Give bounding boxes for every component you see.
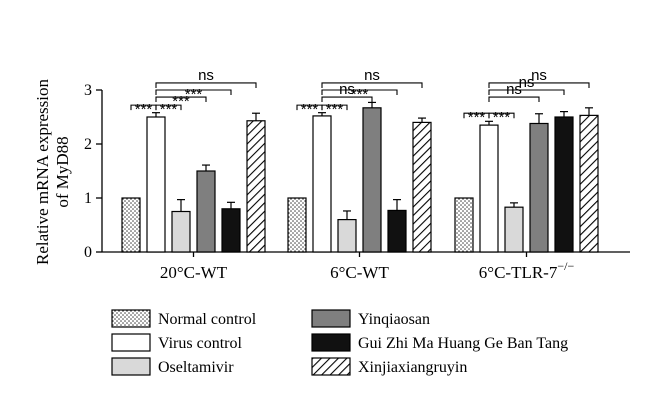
bar-hatch (579, 114, 599, 253)
significance-bracket (463, 112, 490, 119)
x-category-label: 6°C-TLR-7−/− (479, 259, 575, 282)
significance-bracket (488, 82, 590, 88)
significance-bracket (155, 89, 232, 95)
significance-bracket (155, 96, 207, 103)
significance-label: ns (339, 81, 355, 98)
bar-white (312, 115, 332, 253)
y-axis: 0 1 2 3 (84, 82, 103, 261)
bar-dark (196, 170, 216, 253)
legend-label: Normal control (158, 311, 257, 328)
bar-hatch (412, 121, 432, 253)
significance-bracket (321, 82, 423, 88)
significance-label: *** (185, 86, 203, 103)
significance-label: *** (172, 93, 190, 110)
legend-label: Oseltamivir (158, 359, 234, 376)
significance-bracket (488, 96, 540, 103)
legend-label: Gui Zhi Ma Huang Ge Ban Tang (358, 335, 568, 352)
significance-bracket (321, 89, 398, 95)
significance-bracket (296, 104, 323, 111)
significance-label: ns (519, 74, 535, 91)
significance-label: *** (468, 109, 486, 126)
legend-label: Xinjiaxiangruyin (358, 359, 467, 376)
significance-label: *** (135, 101, 153, 118)
y-axis-label: Relative mRNA expression of MyD88 (33, 78, 72, 265)
y-tick-label: 0 (84, 244, 92, 261)
bar-dots (121, 197, 141, 253)
bar-dots (454, 197, 474, 253)
x-category-text: 6°C-WT (330, 263, 389, 282)
legend: Normal control Virus control Oseltamivir Yi… (111, 309, 568, 376)
legend-swatch-hatch (311, 357, 351, 376)
significance-label: ns (531, 67, 547, 84)
significance-label: *** (351, 86, 369, 103)
bar-dark (362, 107, 382, 253)
significance-label: ns (506, 81, 522, 98)
significance-label: *** (301, 101, 319, 118)
significance-label: *** (493, 109, 511, 126)
bar-series (121, 101, 599, 253)
y-axis-label-line-2: of MyD88 (53, 136, 72, 207)
x-category-text: 20°C-WT (160, 263, 228, 282)
legend-swatch-white (111, 333, 151, 352)
x-category-text: 6°C-TLR-7 (479, 263, 558, 282)
legend-swatch-light (111, 357, 151, 376)
bar-dots (287, 197, 307, 253)
significance-bracket (130, 104, 157, 111)
x-axis: 20°C-WT 6°C-WT 6°C-TLR-7−/− (102, 251, 630, 282)
x-category-superscript: −/− (557, 259, 574, 273)
bar-white (146, 116, 166, 253)
bar-white (479, 124, 499, 253)
significance-label: *** (160, 101, 178, 118)
x-category-label: 20°C-WT (160, 263, 228, 282)
legend-swatch-dark (311, 309, 351, 328)
y-axis-label-line-1: Relative mRNA expression (33, 78, 52, 265)
legend-swatch-dots (111, 309, 151, 328)
significance-bracket (321, 96, 373, 103)
legend-label: Virus control (158, 335, 242, 352)
bar-black (387, 209, 407, 253)
significance-label: ns (198, 67, 214, 84)
legend-swatch-black (311, 333, 351, 352)
significance-label: *** (326, 101, 344, 118)
bar-hatch (246, 120, 266, 253)
y-tick-label: 3 (84, 82, 92, 99)
significance-bracket (488, 89, 565, 95)
x-category-label: 6°C-WT (330, 263, 389, 282)
bar-light (504, 206, 524, 253)
bar-light (171, 210, 191, 253)
y-tick-label: 2 (84, 136, 92, 153)
bar-light (337, 219, 357, 253)
legend-label: Yinqiaosan (358, 311, 430, 328)
bar-dark (529, 122, 549, 253)
y-tick-label: 1 (84, 190, 92, 207)
bar-black (554, 116, 574, 253)
bar-black (221, 208, 241, 253)
significance-bracket (155, 82, 257, 88)
significance-label: ns (364, 67, 380, 84)
